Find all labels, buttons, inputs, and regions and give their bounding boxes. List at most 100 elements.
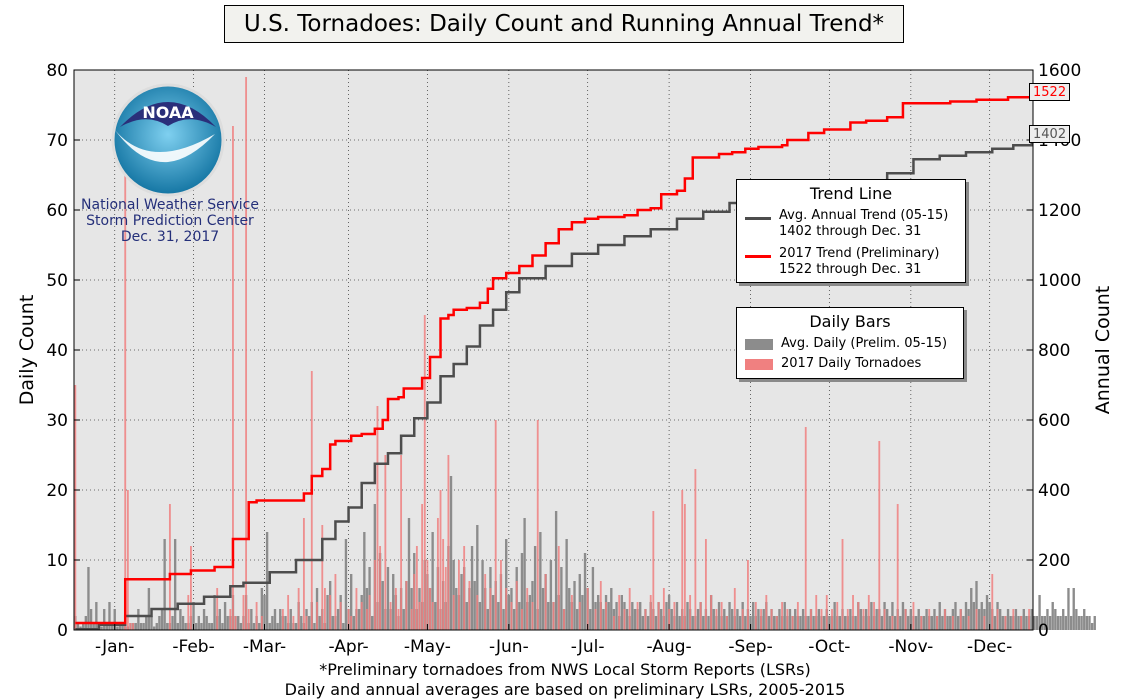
bar-2017-daily xyxy=(836,602,839,630)
bar-avg-daily xyxy=(964,602,968,630)
bar-avg-daily xyxy=(381,581,384,630)
bar-avg-daily xyxy=(523,518,526,630)
bar-2017-daily xyxy=(426,560,429,630)
y-axis-label: Daily Count xyxy=(16,295,38,406)
watermark-line2: Storm Prediction Center xyxy=(86,213,254,229)
bar-avg-daily xyxy=(1001,616,1004,630)
bar-2017-daily xyxy=(873,602,875,630)
bar-avg-daily xyxy=(1054,609,1057,630)
bar-avg-daily xyxy=(549,560,553,630)
tick-label-month: -Aug- xyxy=(647,637,692,657)
tick-label-left: 70 xyxy=(46,131,68,151)
legend-item-2017-trend: 2017 Trend (Preliminary) 1522 through De… xyxy=(745,246,939,278)
bar-avg-daily xyxy=(171,616,174,630)
bar-avg-daily xyxy=(284,616,287,630)
bar-2017-daily xyxy=(765,595,768,630)
bar-avg-daily xyxy=(870,602,873,630)
bar-2017-daily xyxy=(168,504,171,630)
bar-avg-daily xyxy=(1090,623,1094,630)
bar-2017-daily xyxy=(662,588,665,630)
y2-axis-label: Annual Count xyxy=(1092,286,1114,415)
bar-avg-daily xyxy=(89,609,93,630)
bar-avg-daily xyxy=(352,616,356,630)
bar-avg-daily xyxy=(105,623,109,630)
bar-avg-daily xyxy=(757,609,760,630)
bar-avg-daily xyxy=(150,616,153,630)
bar-avg-daily xyxy=(470,546,474,630)
bar-avg-daily xyxy=(541,588,545,630)
bar-avg-daily xyxy=(925,609,928,630)
bar-avg-daily xyxy=(988,602,991,630)
bar-2017-daily xyxy=(484,574,487,630)
bar-2017-daily xyxy=(710,595,713,630)
bar-avg-daily xyxy=(875,609,878,630)
bar-2017-daily xyxy=(405,581,408,630)
bar-avg-daily xyxy=(610,588,613,630)
bar-2017-daily xyxy=(936,616,939,630)
legend-label-2017-daily: 2017 Daily Tornadoes xyxy=(781,356,922,371)
bar-2017-daily xyxy=(321,525,324,630)
tick-label-right: 0 xyxy=(1038,621,1049,641)
bar-2017-daily xyxy=(347,609,350,630)
bar-2017-daily xyxy=(515,581,518,630)
bar-2017-daily xyxy=(578,602,581,630)
bar-avg-daily xyxy=(972,602,976,630)
tick-label-month: -Feb- xyxy=(172,637,214,657)
bar-2017-daily xyxy=(920,616,923,630)
bar-avg-daily xyxy=(326,595,329,630)
bar-avg-daily xyxy=(547,602,550,630)
bar-avg-daily xyxy=(730,609,734,630)
bar-avg-daily xyxy=(744,616,747,630)
bar-avg-daily xyxy=(817,609,821,630)
bar-2017-daily xyxy=(124,175,127,630)
bar-avg-daily xyxy=(1022,609,1025,630)
bar-avg-daily xyxy=(497,602,500,630)
bar-2017-daily xyxy=(699,602,702,630)
bar-avg-daily xyxy=(751,602,755,630)
bar-2017-daily xyxy=(657,602,660,630)
bar-2017-daily xyxy=(463,546,466,630)
bar-2017-daily xyxy=(825,595,828,630)
bar-avg-daily xyxy=(1009,616,1012,630)
bar-2017-daily xyxy=(431,602,434,630)
bar-2017-daily xyxy=(305,616,308,630)
bar-2017-daily xyxy=(841,539,844,630)
bar-avg-daily xyxy=(728,602,731,630)
bar-avg-daily xyxy=(486,609,489,630)
bar-avg-daily xyxy=(1051,602,1054,630)
bar-2017-daily xyxy=(846,609,849,630)
footnote-line2: Daily and annual averages are based on p… xyxy=(284,680,846,699)
bar-2017-daily xyxy=(867,595,870,630)
watermark-line1: National Weather Service xyxy=(81,197,259,213)
bar-avg-daily xyxy=(646,616,650,630)
bar-2017-daily xyxy=(436,518,439,630)
bar-avg-daily xyxy=(200,623,203,630)
bar-avg-daily xyxy=(909,609,913,630)
bar-2017-daily xyxy=(247,609,250,630)
bar-avg-daily xyxy=(192,602,195,630)
bar-2017-daily xyxy=(442,539,445,630)
bar-avg-daily xyxy=(407,518,411,630)
bar-avg-daily xyxy=(602,609,605,630)
bar-2017-daily xyxy=(681,490,684,630)
bar-2017-daily xyxy=(439,490,442,630)
bar-avg-daily xyxy=(528,595,532,630)
bar-avg-daily xyxy=(864,609,868,630)
bar-avg-daily xyxy=(885,609,889,630)
bar-avg-daily xyxy=(431,532,434,630)
bar-avg-daily xyxy=(1072,588,1075,630)
bar-avg-daily xyxy=(922,616,926,630)
bar-avg-daily xyxy=(108,602,111,630)
bar-2017-daily xyxy=(820,609,823,630)
bar-avg-daily xyxy=(1080,616,1083,630)
bar-2017-daily xyxy=(613,616,615,630)
bar-avg-daily xyxy=(142,623,145,630)
bar-avg-daily xyxy=(583,553,587,630)
bar-avg-daily xyxy=(87,567,90,630)
bar-avg-daily xyxy=(1017,616,1020,630)
tick-label-right: 600 xyxy=(1038,411,1070,431)
bar-avg-daily xyxy=(137,609,140,630)
tick-label-left: 40 xyxy=(46,341,68,361)
bar-2017-daily xyxy=(683,504,686,630)
bar-avg-daily xyxy=(794,609,797,630)
